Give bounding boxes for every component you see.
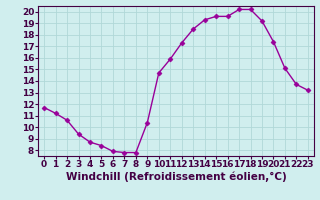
- X-axis label: Windchill (Refroidissement éolien,°C): Windchill (Refroidissement éolien,°C): [66, 172, 286, 182]
